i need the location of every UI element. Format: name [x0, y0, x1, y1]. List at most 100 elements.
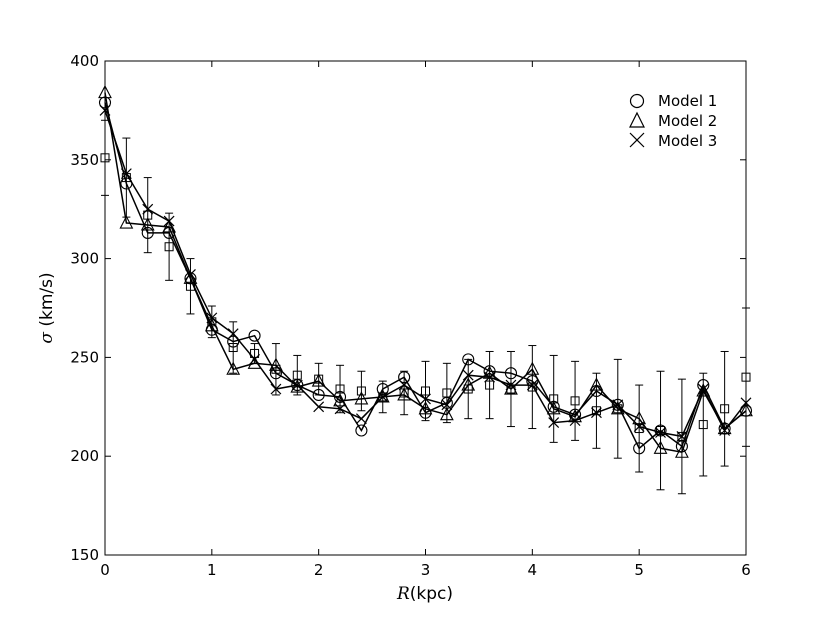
model-2-triangle-marker	[119, 215, 134, 229]
observed-square-marker	[335, 384, 345, 394]
legend-triangle-marker	[629, 111, 645, 128]
model-3-x-marker	[99, 104, 111, 116]
model-2-triangle-marker	[674, 444, 689, 458]
model-2-triangle-marker	[418, 401, 433, 415]
legend-entry-model-1: Model 1	[629, 92, 717, 110]
model-1-circle-marker	[697, 379, 710, 392]
observed-square-marker	[634, 424, 644, 434]
x-tick-label: 0	[100, 561, 110, 579]
plot-frame	[104, 60, 747, 556]
model-1-circle-marker	[141, 226, 154, 239]
y-tick-label: 350	[70, 151, 99, 169]
model-3-x-marker	[313, 401, 325, 413]
model-1-circle-marker	[269, 367, 282, 380]
model-2-triangle-marker	[204, 318, 219, 332]
model-3-x-marker	[462, 369, 474, 381]
model-1-circle-marker	[163, 226, 176, 239]
observed-square-marker	[463, 384, 473, 394]
model-1-circle-marker	[590, 384, 603, 398]
model-2-triangle-marker	[525, 361, 540, 375]
observed-square-marker	[185, 281, 195, 291]
x-tick-label: 1	[207, 561, 217, 579]
model-2-triangle-marker	[269, 357, 283, 371]
model-2-triangle-marker	[696, 383, 711, 397]
x-tick-label: 3	[421, 561, 431, 579]
legend: Model 1 Model 2 Model 3	[629, 92, 717, 150]
model-2-triangle-marker	[739, 403, 753, 417]
model-3-x-marker	[270, 383, 282, 395]
model-2-triangle-marker	[397, 387, 412, 401]
model-1-circle-marker	[312, 388, 325, 401]
legend-label-model-2: Model 2	[658, 112, 717, 130]
observed-square-marker	[720, 404, 730, 414]
observed-square-marker	[527, 382, 537, 392]
model-2-triangle-marker	[461, 377, 476, 391]
model-3-x-marker	[441, 399, 453, 411]
model-3-x-marker	[355, 413, 367, 425]
legend-label-model-3: Model 3	[658, 132, 717, 150]
observed-square-marker	[656, 426, 666, 436]
model-3-x-marker	[398, 379, 410, 391]
model-1-circle-marker	[654, 424, 667, 437]
observed-square-marker	[421, 386, 430, 396]
model-3-x-marker	[719, 425, 731, 436]
series-markers	[98, 84, 753, 458]
model-3-x-marker	[291, 379, 303, 391]
x-tick-label: 4	[528, 561, 538, 579]
model-3-x-marker	[484, 371, 496, 383]
model-1-circle-marker	[355, 424, 368, 437]
model-3-x-marker	[249, 353, 260, 365]
model-3-x-marker	[591, 407, 602, 419]
model-3-x-marker	[697, 383, 709, 395]
observed-square-marker	[591, 406, 601, 416]
legend-circle-marker	[629, 93, 645, 109]
model-1-circle-marker	[120, 177, 133, 190]
model-2-triangle-marker	[311, 373, 326, 387]
model-2-triangle-marker	[354, 391, 369, 405]
observed-square-marker	[164, 242, 174, 252]
model-2-triangle-marker	[162, 219, 177, 233]
model-2-triangle-marker	[226, 361, 241, 375]
model-3-x-marker	[420, 393, 431, 405]
model-2-triangle-marker	[375, 389, 390, 403]
y-tick-label: 200	[70, 447, 99, 465]
y-tick-label: 300	[70, 250, 99, 268]
observed-square-marker	[741, 372, 751, 382]
model-3-x-marker	[206, 312, 218, 324]
model-2-triangle-marker	[333, 393, 347, 407]
model-2-triangle-marker	[589, 377, 604, 391]
observed-square-marker	[570, 396, 580, 406]
model-2-triangle-marker	[546, 401, 561, 415]
model-3-x-marker	[526, 379, 538, 391]
model-3-x-marker	[120, 168, 132, 180]
model-3-x-marker	[548, 417, 560, 429]
model-3-x-marker	[227, 328, 239, 340]
model-2-triangle-marker	[98, 84, 112, 99]
model-1-circle-marker	[462, 353, 475, 366]
axis-ticks: 0 1 2 3 4 5 6 150 200 250 300 350 400	[70, 52, 750, 579]
y-tick-label: 400	[70, 52, 99, 70]
y-tick-label: 150	[70, 546, 99, 564]
model-3-x-marker	[633, 421, 645, 432]
model-1-circle-marker	[376, 382, 389, 396]
model-3-x-marker	[163, 215, 175, 227]
observed-square-marker	[356, 386, 366, 396]
model-3-x-marker	[377, 391, 389, 403]
model-3-x-marker	[612, 399, 624, 411]
model-1-circle-marker	[227, 335, 240, 348]
model-3-x-marker	[676, 431, 688, 442]
x-axis-title: R(kpc)	[396, 584, 453, 604]
legend-x-marker	[629, 132, 645, 148]
observed-square-marker	[698, 420, 708, 430]
x-tick-label: 5	[634, 561, 644, 579]
error-bars	[101, 119, 750, 495]
observed-square-marker	[100, 153, 110, 163]
model-1-circle-marker	[504, 367, 518, 380]
observed-square-marker	[228, 343, 238, 353]
model-1-circle-marker	[526, 375, 539, 388]
y-tick-label: 250	[70, 348, 99, 366]
model-3-x-marker	[569, 415, 581, 427]
model-1-circle-marker	[248, 329, 261, 342]
model-2-triangle-marker	[439, 407, 454, 421]
